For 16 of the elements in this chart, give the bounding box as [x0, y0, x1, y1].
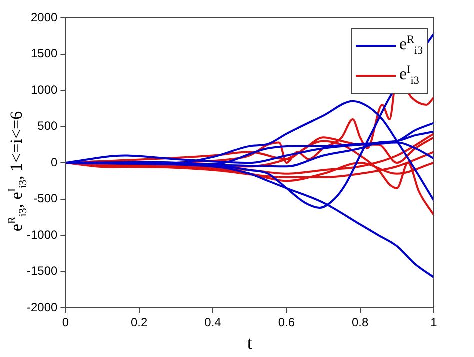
x-tick-label: 0.8	[352, 316, 369, 330]
y-tick-label: 0	[51, 155, 58, 170]
y-tick-label: -1000	[26, 228, 58, 242]
y-tick-label: -1500	[26, 264, 58, 278]
y-tick-label: 1500	[30, 46, 58, 61]
x-axis-title: t	[247, 332, 252, 353]
y-tick-label: -500	[34, 192, 58, 206]
y-tick-label: 2000	[30, 10, 58, 24]
x-tick-label: 1	[430, 316, 438, 330]
y-tick-label: -2000	[26, 300, 58, 314]
x-tick-label: 0	[62, 316, 70, 330]
x-tick-label: 0.2	[131, 316, 148, 330]
x-tick-label: 0.4	[204, 316, 222, 330]
y-tick-label: 500	[38, 119, 58, 134]
y-tick-label: 1000	[30, 82, 58, 97]
x-tick-label: 0.6	[278, 316, 296, 330]
